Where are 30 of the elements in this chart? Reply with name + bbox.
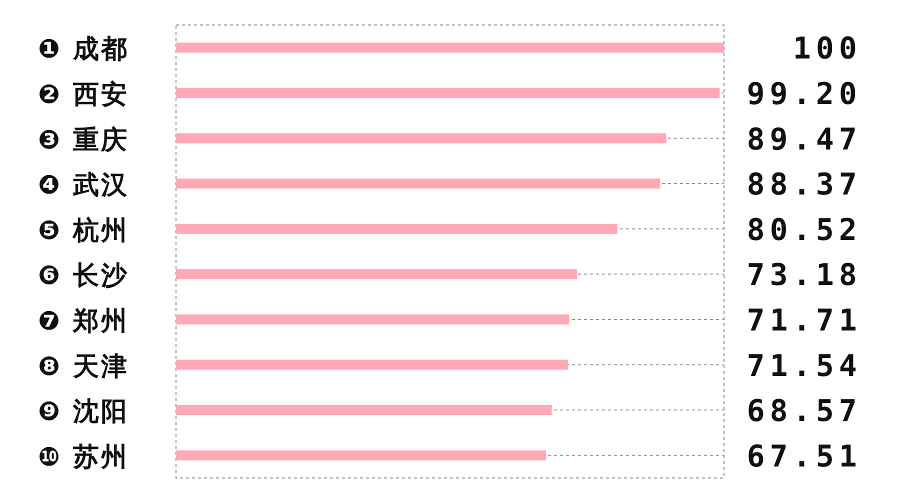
data-label: 71.54: [746, 348, 862, 384]
bar: [176, 42, 724, 53]
data-label: 68.57: [746, 394, 862, 430]
bar: [176, 133, 666, 144]
y-tick-label: ❶ 成都: [38, 34, 130, 65]
y-tick-label: ❸ 重庆: [38, 125, 130, 156]
data-label: 88.37: [746, 168, 862, 203]
y-tick-label: ❻ 长沙: [38, 261, 130, 292]
y-tick-label: ❷ 西安: [38, 80, 130, 110]
data-label: 89.47: [746, 122, 862, 158]
y-tick-label: ❿ 苏州: [38, 442, 130, 472]
bar: [176, 450, 546, 460]
bar: [176, 360, 568, 370]
y-tick-label: ❺ 杭州: [38, 216, 130, 246]
bar: [176, 405, 552, 416]
y-tick-label: ❽ 天津: [38, 352, 130, 382]
data-label: 99.20: [746, 76, 862, 112]
bar: [176, 178, 660, 189]
bar: [176, 88, 720, 98]
bar: [176, 314, 569, 324]
y-tick-label: ❾ 沈阳: [38, 397, 130, 428]
data-label: 73.18: [746, 258, 862, 294]
data-label: 71.71: [746, 303, 862, 338]
data-label: 67.51: [746, 439, 862, 474]
bar: [176, 224, 618, 234]
y-tick-label: ❼ 郑州: [38, 306, 130, 336]
y-tick-label: ❹ 武汉: [38, 170, 130, 201]
bar: [176, 269, 578, 280]
data-label: 100: [792, 32, 862, 67]
data-label: 80.52: [746, 212, 862, 248]
